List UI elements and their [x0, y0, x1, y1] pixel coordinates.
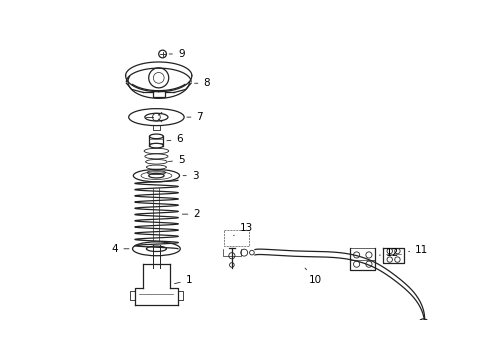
Text: 2: 2 [182, 209, 200, 219]
Text: 7: 7 [187, 112, 203, 122]
Text: 10: 10 [305, 268, 322, 285]
Text: 8: 8 [195, 78, 210, 88]
Text: 9: 9 [169, 49, 185, 59]
Text: 4: 4 [112, 244, 129, 254]
Text: 11: 11 [409, 244, 428, 255]
Text: 1: 1 [174, 275, 192, 285]
Text: 5: 5 [169, 155, 185, 165]
Text: 3: 3 [183, 171, 198, 181]
Text: 12: 12 [379, 248, 399, 258]
Text: 6: 6 [167, 134, 183, 144]
Text: 13: 13 [233, 223, 253, 236]
